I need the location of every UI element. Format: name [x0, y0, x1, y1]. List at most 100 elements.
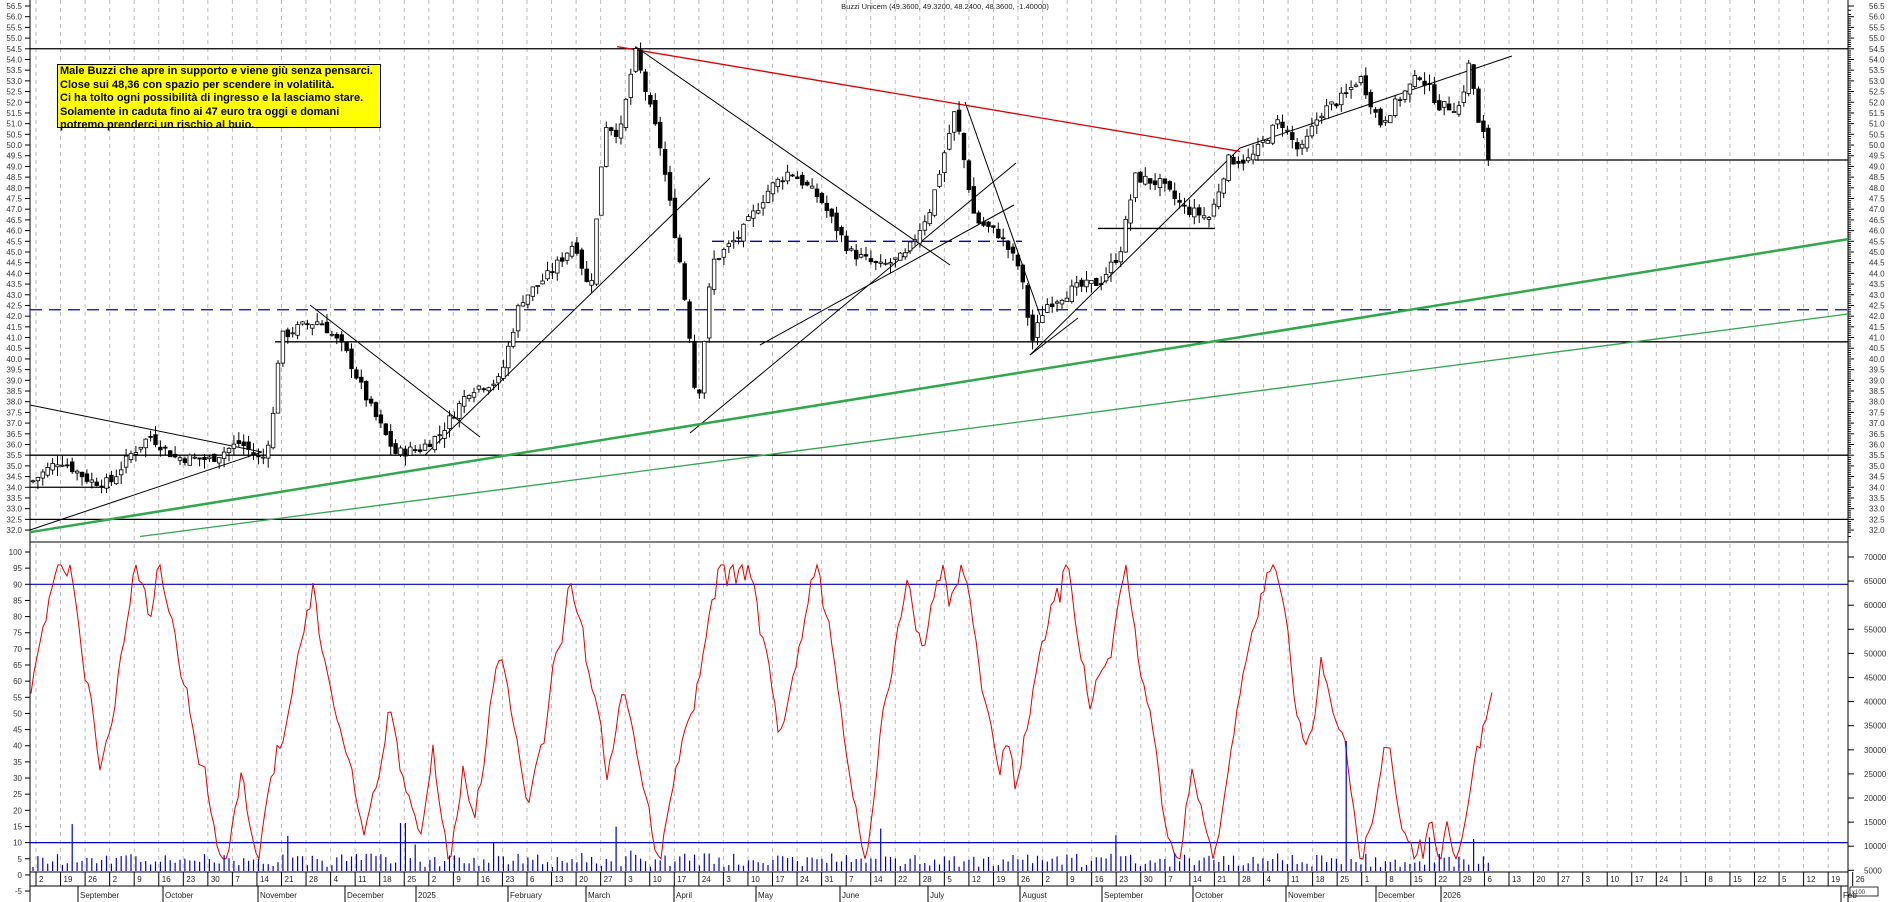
svg-text:7: 7: [235, 875, 240, 884]
svg-text:38.0: 38.0: [1869, 398, 1885, 407]
svg-text:49.0: 49.0: [1869, 162, 1885, 171]
svg-text:52.5: 52.5: [6, 88, 22, 97]
svg-text:45.0: 45.0: [6, 248, 22, 257]
svg-text:8: 8: [1708, 875, 1713, 884]
svg-text:56.5: 56.5: [1869, 2, 1885, 11]
note-line: Solamente in caduta fino ai 47 euro tra …: [60, 105, 340, 118]
svg-text:7: 7: [1168, 875, 1173, 884]
svg-text:September: September: [1104, 891, 1143, 900]
svg-text:October: October: [165, 891, 194, 900]
svg-text:5: 5: [1782, 875, 1787, 884]
svg-text:65: 65: [13, 661, 22, 670]
svg-text:37.5: 37.5: [6, 408, 22, 417]
svg-text:5: 5: [947, 875, 952, 884]
svg-text:52.5: 52.5: [1869, 88, 1885, 97]
svg-text:2: 2: [39, 875, 44, 884]
svg-text:51.0: 51.0: [6, 120, 22, 129]
analyst-note: Male Buzzi che apre in supporto e viene …: [57, 64, 381, 131]
stochastic-line: [30, 562, 1493, 861]
svg-text:2: 2: [432, 875, 437, 884]
svg-text:40.0: 40.0: [6, 355, 22, 364]
svg-text:55.5: 55.5: [1869, 23, 1885, 32]
svg-text:3: 3: [628, 875, 633, 884]
svg-text:44.0: 44.0: [1869, 269, 1885, 278]
svg-text:37.0: 37.0: [1869, 419, 1885, 428]
svg-text:4: 4: [334, 875, 339, 884]
svg-text:52.0: 52.0: [6, 98, 22, 107]
svg-text:37.0: 37.0: [6, 419, 22, 428]
svg-text:17: 17: [1635, 875, 1644, 884]
svg-text:24: 24: [702, 875, 711, 884]
svg-text:53.0: 53.0: [6, 77, 22, 86]
svg-text:55000: 55000: [1864, 625, 1887, 634]
svg-text:55.5: 55.5: [6, 23, 22, 32]
svg-text:47.5: 47.5: [6, 195, 22, 204]
svg-text:October: October: [1195, 891, 1224, 900]
svg-text:33.0: 33.0: [6, 505, 22, 514]
svg-text:47.5: 47.5: [1869, 195, 1885, 204]
svg-text:31: 31: [825, 875, 834, 884]
svg-text:2025: 2025: [418, 891, 436, 900]
svg-text:50.5: 50.5: [6, 130, 22, 139]
svg-text:56.5: 56.5: [6, 2, 22, 11]
svg-text:19: 19: [996, 875, 1005, 884]
volume-bars: [32, 741, 1489, 871]
svg-text:28: 28: [923, 875, 932, 884]
svg-text:-5: -5: [15, 887, 23, 896]
svg-text:44.5: 44.5: [1869, 259, 1885, 268]
svg-text:90: 90: [13, 580, 22, 589]
svg-text:40: 40: [13, 742, 22, 751]
svg-text:15: 15: [13, 822, 22, 831]
svg-text:45000: 45000: [1864, 674, 1887, 683]
svg-text:30: 30: [13, 774, 22, 783]
svg-text:September: September: [80, 891, 119, 900]
svg-text:6: 6: [1487, 875, 1492, 884]
svg-text:9: 9: [137, 875, 142, 884]
svg-text:51.0: 51.0: [1869, 120, 1885, 129]
svg-text:41.0: 41.0: [6, 334, 22, 343]
svg-text:November: November: [260, 891, 297, 900]
svg-text:19: 19: [1831, 875, 1840, 884]
svg-text:40.5: 40.5: [6, 344, 22, 353]
svg-text:1: 1: [1365, 875, 1370, 884]
svg-text:38.5: 38.5: [1869, 387, 1885, 396]
date-axis: 2 19 26 2 9 16 23 30 7 14 21 28 4 11 18 25 2 9 16 23 6 13 20 27…: [35, 872, 1865, 902]
svg-text:54.5: 54.5: [1869, 45, 1885, 54]
svg-text:45.5: 45.5: [1869, 237, 1885, 246]
svg-text:19: 19: [64, 875, 73, 884]
svg-text:30: 30: [211, 875, 220, 884]
svg-text:26: 26: [88, 875, 97, 884]
svg-text:15000: 15000: [1864, 818, 1887, 827]
svg-text:46.5: 46.5: [1869, 216, 1885, 225]
svg-text:June: June: [842, 891, 860, 900]
svg-text:24: 24: [800, 875, 809, 884]
svg-text:3: 3: [1586, 875, 1591, 884]
svg-text:1: 1: [1684, 875, 1689, 884]
svg-text:39.0: 39.0: [1869, 376, 1885, 385]
svg-text:43.5: 43.5: [1869, 280, 1885, 289]
svg-text:23: 23: [186, 875, 195, 884]
svg-text:March: March: [588, 891, 610, 900]
svg-text:45.5: 45.5: [6, 237, 22, 246]
svg-text:23: 23: [1119, 875, 1128, 884]
svg-text:50.0: 50.0: [6, 141, 22, 150]
svg-text:34.0: 34.0: [1869, 483, 1885, 492]
svg-text:51.5: 51.5: [1869, 109, 1885, 118]
svg-text:16: 16: [162, 875, 171, 884]
svg-text:39.5: 39.5: [6, 366, 22, 375]
svg-text:85: 85: [13, 596, 22, 605]
svg-text:18: 18: [383, 875, 392, 884]
svg-text:2: 2: [1046, 875, 1051, 884]
svg-text:13: 13: [555, 875, 564, 884]
svg-text:2: 2: [113, 875, 118, 884]
svg-text:6: 6: [530, 875, 535, 884]
svg-text:33.5: 33.5: [6, 494, 22, 503]
svg-text:46.0: 46.0: [1869, 227, 1885, 236]
svg-text:4: 4: [1267, 875, 1272, 884]
svg-text:17: 17: [677, 875, 686, 884]
svg-text:38.5: 38.5: [6, 387, 22, 396]
svg-text:44.5: 44.5: [6, 259, 22, 268]
svg-text:42.0: 42.0: [1869, 312, 1885, 321]
svg-text:100: 100: [9, 548, 23, 557]
